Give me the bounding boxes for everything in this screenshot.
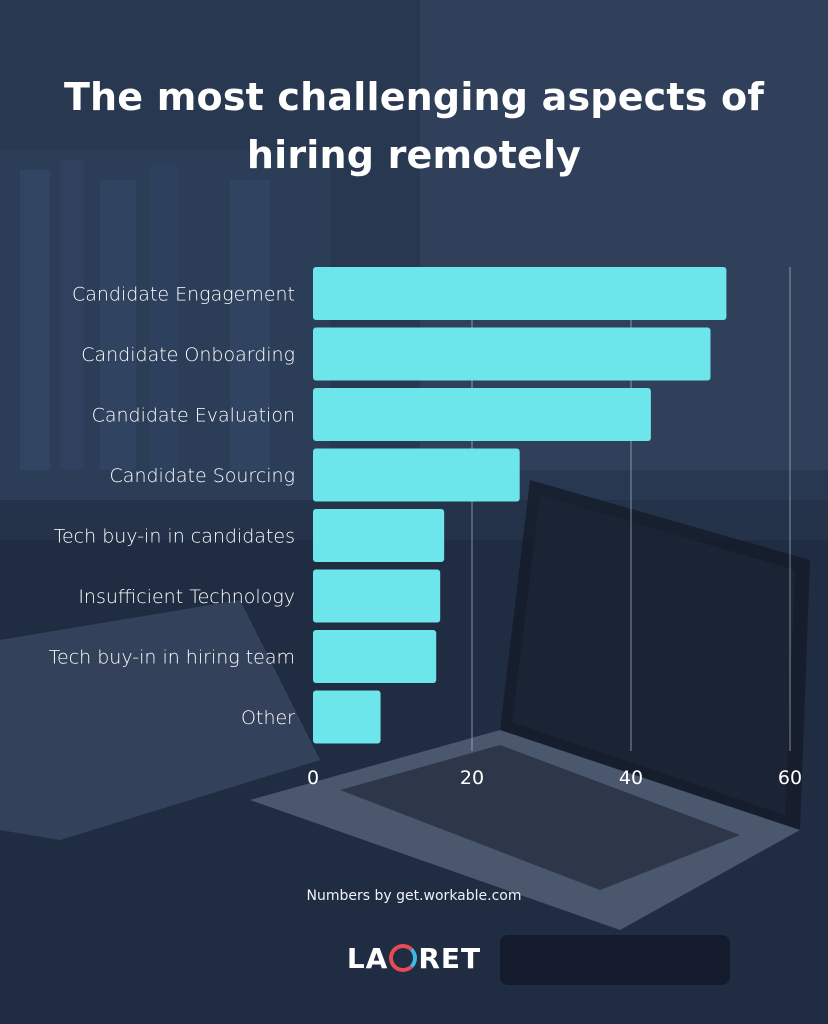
category-label-6: Tech buy-in in hiring team — [49, 647, 295, 669]
bar-chart: Candidate Engagement Candidate Onboarding… — [49, 267, 802, 789]
brand-logo: LA RET — [0, 942, 828, 975]
bar-0 — [313, 267, 727, 320]
category-label-3: Candidate Sourcing — [110, 465, 295, 487]
logo-text-prefix: LA — [346, 942, 389, 975]
x-tick-label-60: 60 — [778, 767, 802, 789]
category-label-2: Candidate Evaluation — [92, 405, 295, 427]
x-tick-label-20: 20 — [460, 767, 484, 789]
category-label-0: Candidate Engagement — [72, 284, 295, 306]
x-tick-label-0: 0 — [307, 767, 319, 789]
category-label-4: Tech buy-in in candidates — [54, 526, 295, 548]
bar-5 — [313, 569, 441, 623]
bar-7 — [313, 690, 381, 744]
logo-text-suffix: RET — [418, 942, 482, 975]
category-label-1: Candidate Onboarding — [81, 344, 295, 366]
source-note: Numbers by get.workable.com — [306, 888, 522, 904]
bar-1 — [313, 327, 711, 381]
title-line-2: hiring remotely — [246, 133, 582, 177]
bar-2 — [313, 388, 651, 441]
category-label-7: Other — [241, 707, 295, 729]
category-label-5: Insufficient Technology — [78, 586, 295, 608]
bar-3 — [313, 448, 520, 502]
bar-4 — [313, 509, 445, 562]
x-tick-label-40: 40 — [619, 767, 643, 789]
bar-6 — [313, 630, 437, 683]
logo-mark-icon — [389, 944, 418, 972]
chart-title: The most challenging aspects of hiring r… — [0, 68, 828, 184]
title-line-1: The most challenging aspects of — [63, 75, 765, 119]
